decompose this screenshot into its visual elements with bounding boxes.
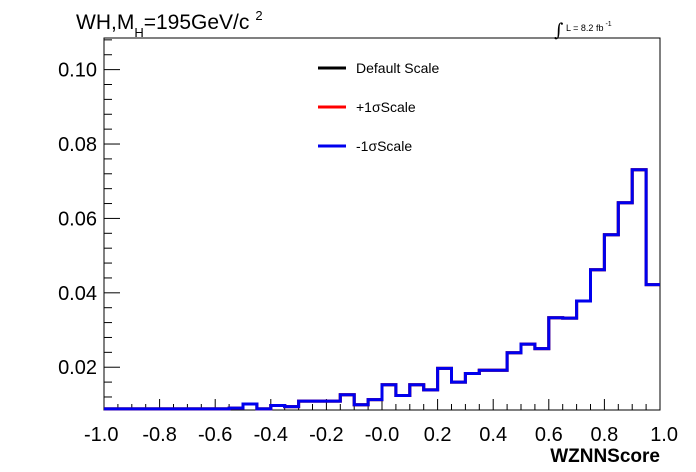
luminosity-label: ∫ L = 8.2 fb -1 [554, 20, 612, 41]
legend-label: +1σScale [356, 99, 416, 115]
y-tick-label: 0.02 [58, 357, 97, 379]
legend-label: Default Scale [356, 60, 439, 76]
x-tick-label: 0.8 [590, 424, 618, 446]
y-tick-label: 0.06 [58, 208, 97, 230]
x-axis-label: WZNNScore [550, 446, 660, 467]
legend: Default Scale +1σScale -1σScale [318, 60, 439, 154]
x-tick-label: -1.0 [84, 424, 118, 446]
x-tick-label: -0.2 [309, 424, 343, 446]
series-line-2 [104, 168, 660, 411]
legend-entry-minus-sigma: -1σScale [318, 138, 412, 154]
legend-label: -1σScale [356, 138, 412, 154]
x-tick-label: 0.2 [424, 424, 452, 446]
series-line-1 [104, 168, 660, 411]
series-line-0 [104, 168, 660, 411]
x-tick-label: 0.6 [535, 424, 563, 446]
x-tick-labels: -1.0 -0.8 -0.6 -0.4 -0.2 -0.0 0.2 0.4 0.… [84, 424, 678, 446]
legend-entry-plus-sigma: +1σScale [318, 99, 416, 115]
y-tick-label: 0.04 [58, 283, 97, 305]
x-tick-label: -0.6 [198, 424, 232, 446]
integral-symbol: ∫ [554, 20, 564, 41]
y-tick-label: 0.10 [58, 60, 97, 82]
x-tick-label: 1.0 [650, 424, 678, 446]
x-tick-label: 0.4 [479, 424, 507, 446]
x-tick-label: -0.0 [365, 424, 399, 446]
x-tick-label: -0.8 [142, 424, 176, 446]
y-tick-label: 0.08 [58, 134, 97, 156]
luminosity-text: L = 8.2 fb -1 [566, 21, 612, 33]
x-tick-label: -0.4 [254, 424, 288, 446]
legend-entry-default-scale: Default Scale [318, 60, 439, 76]
y-tick-labels: 0.02 0.04 0.06 0.08 0.10 [58, 60, 97, 380]
plot-frame [103, 37, 661, 411]
chart-title: WH,MH=195GeV/c 2 [76, 8, 263, 40]
axis-ticks [103, 39, 661, 410]
histogram-series [104, 168, 660, 411]
